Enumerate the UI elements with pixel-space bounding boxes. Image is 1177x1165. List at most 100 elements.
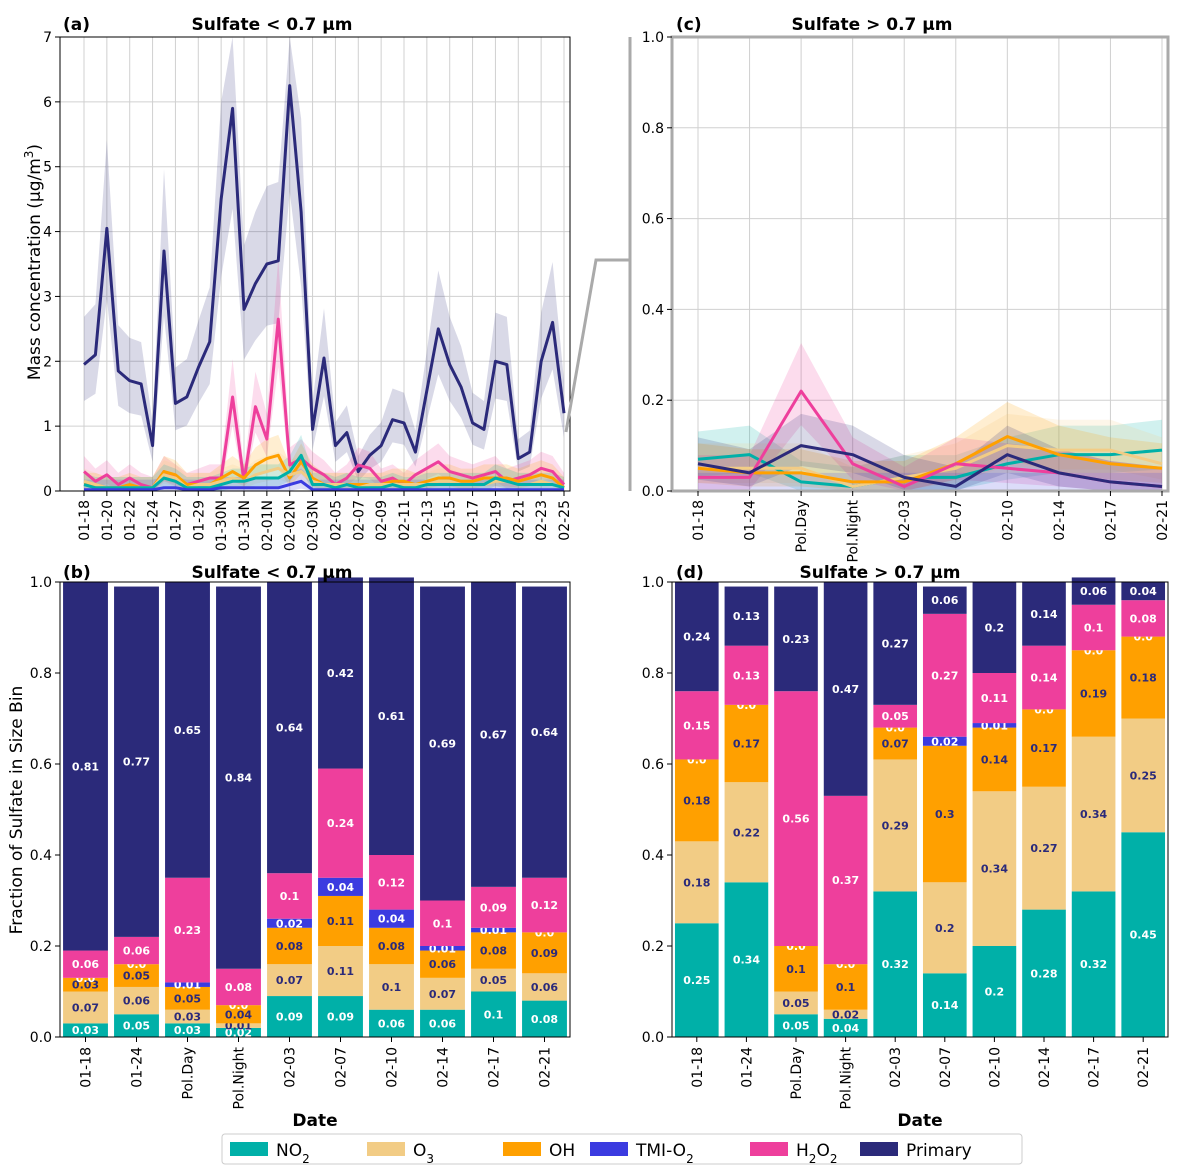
bar-segment-H2O2 — [369, 855, 414, 910]
y-tick-label: 0.4 — [642, 302, 664, 318]
y-tick-label: 3 — [43, 289, 52, 305]
bar-segment-O3 — [522, 973, 567, 1001]
bar-segment-Primary — [1022, 582, 1066, 646]
data-label-OH: 0.05 — [174, 992, 201, 1005]
zoom-connector-line — [564, 258, 630, 433]
bar-segment-H2O2 — [873, 704, 918, 728]
data-label-O3: 0.2 — [935, 922, 955, 935]
data-label-O3: 0.34 — [1080, 808, 1107, 821]
bar-segment-TMI-O2 — [922, 736, 967, 746]
data-label-Primary: 0.04 — [1130, 585, 1157, 598]
panel-d-stacked-bar-chart: 0.25 0.18 0.18 0.0 0.15 0.24 01-18 0.34 0.22 0.17… — [642, 563, 1169, 1131]
bar-segment-H2O2 — [267, 873, 312, 919]
data-label-NO2: 0.32 — [1080, 958, 1107, 971]
bar-segment-OH — [972, 727, 1017, 792]
x-tick-label: 02-21 — [1136, 1047, 1152, 1088]
bar-segment-Primary — [972, 582, 1017, 673]
legend-label-tail: O — [816, 1141, 829, 1161]
panel-title: Sulfate > 0.7 µm — [799, 563, 960, 583]
y-tick-label: 0.6 — [642, 757, 664, 773]
x-tick-label: 02-15 — [443, 500, 459, 541]
data-label-H2O2: 0.09 — [480, 901, 507, 914]
data-label-Primary: 0.42 — [327, 667, 354, 680]
legend: NO2 O3 OH TMI-O2 H2O2 Primary — [221, 1133, 1023, 1165]
bar-segment-OH — [724, 704, 769, 783]
bar-segment-H2O2 — [1121, 600, 1166, 637]
panel-title: Sulfate > 0.7 µm — [791, 15, 952, 35]
bar-segment-Primary — [165, 582, 210, 878]
bar-segment-H2O2 — [216, 968, 261, 1006]
x-tick-label: 01-18 — [691, 500, 707, 541]
legend-label-subscript: 2 — [302, 1152, 310, 1165]
data-label-NO2: 0.28 — [1030, 967, 1057, 980]
x-tick-label: Pol.Night — [839, 1046, 855, 1109]
bar-segment-Primary — [267, 582, 312, 874]
bar-segment-TMI-O2 — [471, 927, 516, 933]
data-label-H2O2: 0.24 — [327, 817, 354, 830]
data-label-OH: 0.18 — [683, 794, 710, 807]
bar-segment-NO2 — [420, 1009, 465, 1037]
bar-segment-OH — [823, 964, 868, 1010]
data-label-NO2: 0.03 — [72, 1024, 99, 1037]
panel-a-line-chart: 0 1 2 3 4 5 6 7 01-18 01-20 01-22 01-24 01-27 01-29 01… — [22, 15, 573, 551]
x-tick-label: 01-24 — [743, 500, 759, 541]
legend-label-subscript: 3 — [426, 1152, 434, 1165]
data-label-Primary: 0.77 — [123, 756, 150, 769]
data-label-OH: 0.07 — [882, 738, 909, 751]
data-label-H2O2: 0.1 — [433, 917, 453, 930]
x-tick-label: Pol.Night — [846, 499, 862, 562]
data-label-O3: 0.05 — [782, 997, 809, 1010]
plot-frame — [670, 35, 1170, 493]
y-tick-label: 0 — [43, 484, 52, 500]
data-label-OH: 0.09 — [531, 947, 558, 960]
y-axis-label: Fraction of Sulfate in Size Bin — [7, 686, 27, 935]
data-label-H2O2: 0.27 — [931, 669, 958, 682]
x-tick-label: 02-17 — [1087, 1047, 1103, 1088]
data-label-OH: 0.08 — [480, 945, 507, 958]
bar-segment-NO2 — [1022, 909, 1066, 1037]
y-tick-label: 0.4 — [30, 848, 52, 864]
x-tick-label: 01-29 — [191, 500, 207, 541]
bar-segment-OH — [267, 927, 312, 965]
legend-label-H2O2: H2O2 — [796, 1141, 837, 1165]
bar-segment-H2O2 — [724, 645, 769, 705]
y-tick-label: 0.8 — [642, 666, 664, 682]
data-label-OH: 0.05 — [123, 970, 150, 983]
data-label-O3: 0.1 — [382, 981, 402, 994]
x-tick-label: 02-01N — [260, 500, 276, 551]
legend-label-NO2: NO2 — [276, 1141, 310, 1165]
bar-segment-O3 — [267, 964, 312, 997]
zoom-connector — [564, 37, 632, 491]
bar-segment-H2O2 — [823, 795, 868, 965]
x-tick-label: Pol.Night — [232, 1046, 248, 1109]
x-tick-label: 01-18 — [77, 500, 93, 541]
plot-frame — [59, 581, 571, 1038]
bar-segment-NO2 — [114, 1014, 159, 1037]
bar-segment-Primary — [420, 586, 465, 901]
data-label-OH: 0.08 — [276, 940, 303, 953]
legend-label-base: OH — [549, 1141, 575, 1161]
data-label-NO2: 0.45 — [1130, 929, 1157, 942]
bar-segment-TMI-O2 — [318, 877, 363, 896]
x-tick-label: 01-24 — [130, 1047, 146, 1088]
bar-segment-O3 — [823, 1009, 868, 1019]
bar-segment-O3 — [165, 1009, 210, 1024]
bar-segment-TMI-O2 — [420, 946, 465, 951]
x-tick-label: 01-24 — [146, 500, 162, 541]
data-label-Primary: 0.64 — [276, 722, 303, 735]
legend-label-subscript: 2 — [809, 1152, 817, 1165]
data-label-Primary: 0.84 — [225, 772, 252, 785]
data-label-NO2: 0.34 — [733, 954, 760, 967]
data-label-Primary: 0.27 — [882, 637, 909, 650]
data-label-Primary: 0.69 — [429, 738, 456, 751]
bar-segment-H2O2 — [1071, 604, 1116, 651]
y-tick-label: 1.0 — [30, 575, 52, 591]
series-line-TMI-O2 — [84, 479, 564, 492]
data-label-TMI-O2: 0.04 — [327, 881, 354, 894]
x-tick-label: 02-07 — [938, 1047, 954, 1088]
data-label-O3: 0.07 — [72, 1001, 99, 1014]
data-label-H2O2: 0.56 — [782, 813, 809, 826]
bar-segment-O3 — [674, 841, 719, 924]
bar-segment-OH — [369, 927, 414, 965]
